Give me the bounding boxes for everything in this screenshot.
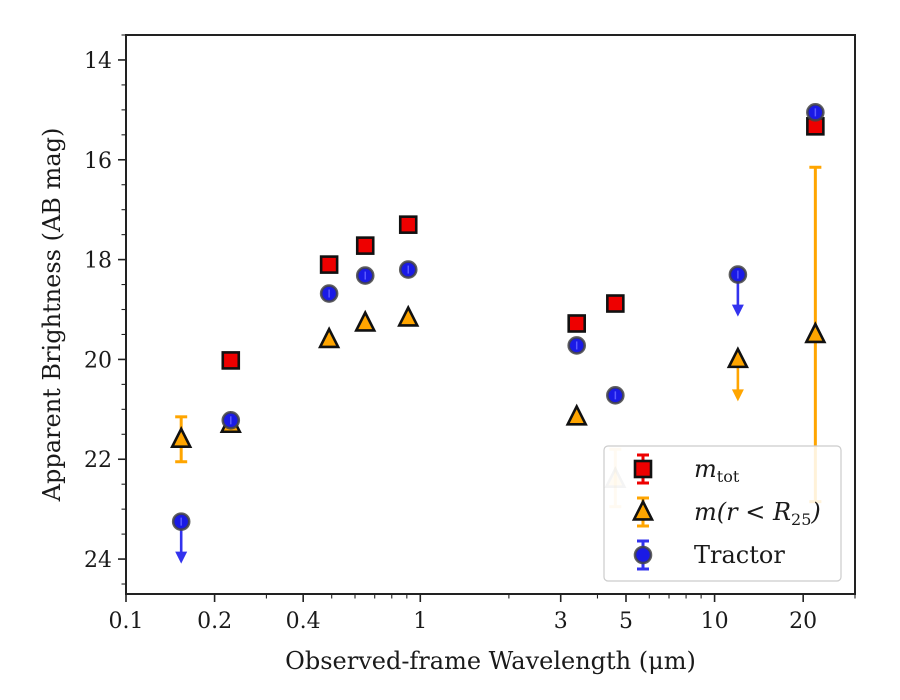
x-tick-label: 10: [701, 609, 729, 634]
mtot-point: [567, 314, 587, 333]
mr25-point: [354, 309, 377, 332]
mtot-point: [221, 351, 241, 370]
x-axis-title: Observed-frame Wavelength (μm): [285, 647, 696, 675]
legend-marker: [633, 459, 653, 479]
x-tick-label: 0.4: [286, 609, 321, 634]
legend-marker: [633, 545, 653, 565]
mr25-point: [397, 304, 420, 327]
x-tick-label: 1: [413, 609, 427, 634]
mr25-point: [804, 321, 827, 344]
x-tick-label: 3: [554, 609, 568, 634]
legend-entry-mr25: m(r < R25): [631, 496, 821, 529]
y-tick-label: 18: [84, 249, 112, 274]
legend-entry-mtot: mtot: [633, 453, 740, 486]
y-axis: 14 16 18 20 22 24: [84, 34, 126, 585]
y-tick-label: 14: [84, 49, 112, 74]
legend-label: Tractor: [694, 541, 785, 569]
mr25-point: [170, 426, 193, 449]
y-tick-label: 24: [84, 548, 112, 573]
series-mtot: [221, 117, 825, 370]
legend: mtot m(r < R25) Tractor: [603, 445, 842, 582]
x-tick-label: 0.2: [197, 609, 232, 634]
legend-marker: [631, 498, 655, 521]
x-tick-label: 5: [619, 609, 633, 634]
x-axis: 0.1 0.2 0.4 1 3 5 10 20: [109, 594, 856, 634]
mtot-point: [319, 255, 339, 274]
legend-label: mtot: [694, 455, 740, 486]
y-tick-label: 22: [84, 448, 112, 473]
arrow-head: [731, 304, 744, 317]
series-tractor: [171, 103, 825, 564]
y-tick-label: 20: [84, 348, 112, 373]
legend-box: [603, 445, 842, 582]
arrow-head: [731, 389, 744, 402]
legend-entry-tractor: Tractor: [633, 539, 785, 571]
mr25-point: [318, 326, 341, 349]
arrow-head: [175, 551, 188, 564]
mr25-point: [565, 403, 588, 426]
y-tick-label: 16: [84, 149, 112, 174]
x-tick-label: 0.1: [109, 609, 144, 634]
mtot-point: [606, 294, 625, 313]
mtot-point: [398, 215, 418, 234]
mtot-point: [355, 236, 375, 255]
mr25-point: [726, 346, 750, 369]
x-tick-label: 20: [789, 609, 817, 634]
legend-label: m(r < R25): [694, 498, 821, 529]
y-axis-title: Apparent Brightness (AB mag): [38, 128, 66, 503]
